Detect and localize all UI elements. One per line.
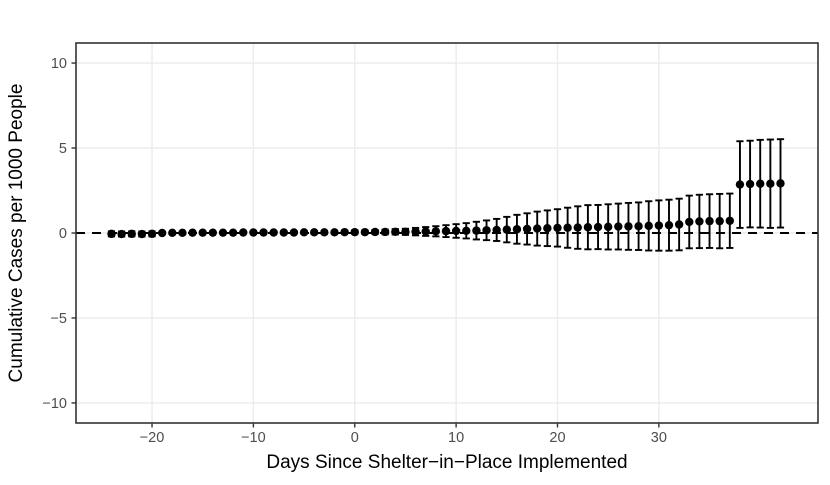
data-point [147, 229, 157, 239]
y-tick-label: −5 [50, 311, 67, 327]
data-point [776, 179, 785, 188]
data-point [482, 226, 491, 235]
data-point [198, 228, 207, 237]
data-point [178, 228, 187, 238]
data-point [756, 179, 765, 188]
y-tick-label: −10 [42, 396, 67, 412]
data-point [725, 216, 735, 225]
data-point [157, 228, 167, 238]
x-tick-label: 10 [448, 430, 464, 446]
data-point [462, 226, 471, 235]
data-point [310, 228, 319, 237]
data-point [228, 228, 238, 237]
data-point [603, 222, 613, 232]
data-point [188, 228, 197, 237]
data-point [451, 226, 461, 236]
data-point [745, 179, 755, 189]
data-point [502, 225, 512, 234]
data-point [370, 227, 380, 237]
data-point [543, 224, 552, 233]
data-point [380, 227, 390, 237]
data-point [664, 220, 674, 230]
data-point [350, 227, 359, 237]
data-point [431, 227, 441, 236]
data-point [583, 223, 593, 232]
data-point [695, 217, 704, 226]
data-point [218, 228, 228, 237]
x-axis-title: Days Since Shelter−in−Place Implemented [266, 452, 628, 473]
data-point [512, 225, 522, 234]
data-point [320, 228, 329, 237]
data-point [289, 228, 299, 237]
data-point [360, 227, 370, 237]
data-point [766, 179, 775, 188]
data-point [299, 228, 309, 237]
data-point [279, 228, 289, 237]
data-point [492, 225, 501, 235]
y-tick-label: 10 [51, 56, 67, 72]
x-tick-label: 20 [549, 430, 565, 446]
x-tick-label: 0 [351, 430, 359, 446]
y-tick-label: 0 [59, 226, 67, 242]
data-point [269, 228, 278, 237]
y-tick-label: 5 [59, 141, 67, 157]
data-point [117, 229, 126, 239]
data-point [593, 222, 603, 232]
data-point [573, 223, 582, 232]
x-tick-label: −10 [241, 430, 266, 446]
data-point [522, 224, 532, 234]
data-point [735, 180, 745, 189]
data-point [441, 226, 451, 236]
data-point [239, 228, 248, 237]
data-point [685, 217, 694, 227]
data-point [401, 227, 410, 237]
data-point [715, 216, 724, 226]
data-point [563, 223, 572, 232]
x-tick-label: −20 [140, 430, 165, 446]
data-point [411, 227, 420, 236]
data-point [624, 222, 633, 231]
data-point [249, 228, 258, 237]
data-point [107, 229, 116, 239]
y-axis-title: Cumulative Cases per 1000 People [6, 83, 27, 383]
data-point [421, 227, 430, 236]
data-point [137, 229, 147, 239]
data-point [553, 223, 562, 233]
data-point [644, 221, 653, 231]
data-point [533, 224, 542, 233]
data-point [168, 228, 177, 238]
data-point [614, 222, 623, 231]
data-point [208, 228, 218, 237]
data-point [259, 228, 268, 237]
data-point [391, 227, 400, 237]
data-point [472, 226, 481, 235]
data-point [330, 228, 339, 237]
data-point [634, 222, 643, 231]
data-point [127, 229, 136, 239]
x-tick-label: 30 [651, 430, 667, 446]
data-point [654, 221, 664, 230]
data-point [340, 227, 349, 237]
data-point [705, 216, 714, 226]
data-point [674, 220, 684, 229]
